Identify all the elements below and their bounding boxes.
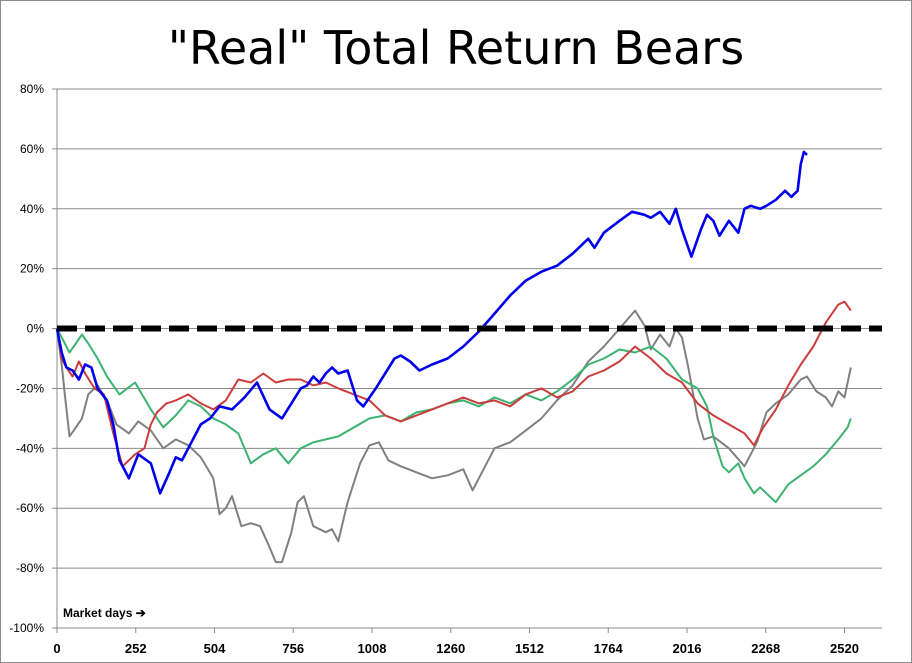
x-tick-label: 1764 — [594, 641, 624, 656]
x-tick-labels: 0 252 504 756 1008 1260 1512 1764 2016 2268 2520 — [53, 641, 859, 656]
market-days-annotation: Market days ➔ — [63, 606, 146, 620]
axes — [52, 88, 882, 633]
x-tick-label: 0 — [53, 641, 60, 656]
x-tick-label: 2268 — [751, 641, 780, 656]
x-tick-label: 2016 — [673, 641, 702, 656]
x-tick-label: 1512 — [515, 641, 544, 656]
y-tick-label: -20% — [16, 381, 44, 395]
series-line-1 — [56, 309, 852, 564]
x-tick-label: 504 — [204, 641, 226, 656]
y-tick-label: 0% — [27, 322, 45, 336]
x-tick-label: 756 — [282, 641, 304, 656]
x-tick-label: 252 — [125, 641, 147, 656]
y-tick-label: 80% — [20, 82, 44, 96]
x-tick-label: 1260 — [436, 641, 465, 656]
y-tick-labels: -100% -80% -60% -40% -20% 0% 20% 40% 60% 80% — [9, 82, 44, 635]
x-tick-label: 2520 — [830, 641, 859, 656]
y-tick-label: 20% — [20, 262, 44, 276]
series-lines — [55, 150, 852, 564]
y-tick-label: -60% — [16, 501, 44, 515]
y-tick-label: -100% — [9, 621, 44, 635]
series-line-3 — [56, 300, 852, 468]
y-tick-label: -40% — [16, 441, 44, 455]
series-line-4 — [55, 150, 808, 495]
series-line-2 — [56, 328, 852, 504]
y-tick-label: -80% — [16, 561, 44, 575]
y-tick-label: 40% — [20, 202, 44, 216]
x-tick-label: 1008 — [358, 641, 387, 656]
y-tick-label: 60% — [20, 142, 44, 156]
chart-title: "Real" Total Return Bears — [168, 21, 744, 75]
